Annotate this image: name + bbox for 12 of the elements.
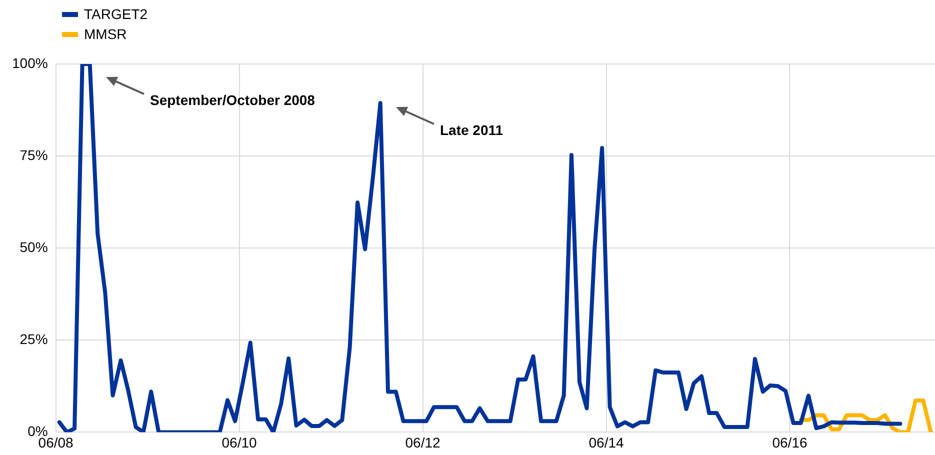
y-tick-label: 75%: [20, 146, 48, 163]
x-tick-label: 06/12: [405, 434, 440, 450]
x-tick-label: 06/16: [772, 434, 808, 450]
annotation: September/October 2008: [150, 92, 316, 108]
x-tick-label: 06/10: [222, 434, 258, 450]
y-tick-label: 25%: [20, 331, 48, 348]
legend-label: MMSR: [84, 26, 127, 42]
legend-label: TARGET2: [84, 6, 148, 22]
annotation: Late 2011: [440, 122, 504, 138]
x-tick-label: 06/14: [588, 434, 624, 450]
y-tick-label: 100%: [12, 54, 48, 71]
y-tick-label: 50%: [20, 238, 48, 255]
